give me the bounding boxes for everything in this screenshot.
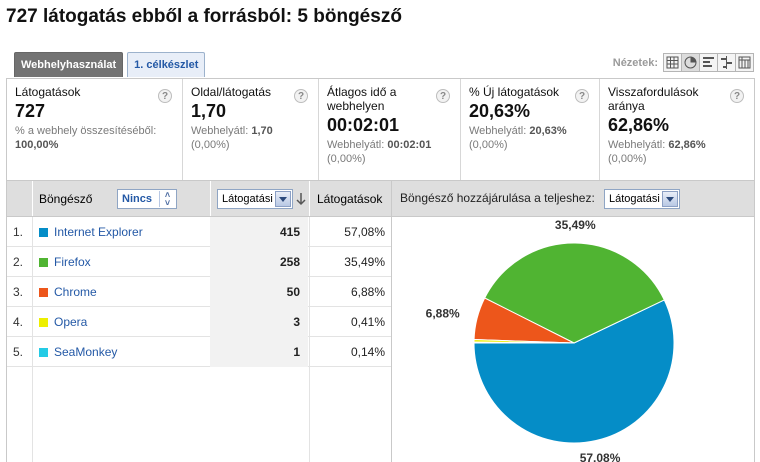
scorecard-visits: Látogatások 727 % a webhely összesítéséb… <box>7 79 183 180</box>
chevron-down-icon <box>662 191 678 207</box>
visits-percent: 0,14% <box>350 345 385 359</box>
pie-label-internet-explorer: 57,08% <box>580 451 621 462</box>
chart-title: Böngésző hozzájárulása a teljeshez: <box>400 191 595 205</box>
scorecard-label: % Új látogatások <box>469 85 560 99</box>
help-icon[interactable]: ? <box>575 89 589 103</box>
pie-view-icon[interactable] <box>681 53 700 72</box>
help-icon[interactable]: ? <box>730 89 744 103</box>
browser-table: Böngésző Nincs ˄ ˅ Látogatási Látogatások… <box>6 181 392 462</box>
visits-percent: 35,49% <box>344 255 385 269</box>
scorecard-value: 727 <box>15 101 46 121</box>
column-header-visits[interactable]: Látogatások <box>317 192 383 206</box>
scorecard-value: 62,86% <box>608 115 670 135</box>
scorecard-label: Látogatások <box>15 85 81 99</box>
segment-select[interactable]: Nincs ˄ ˅ <box>117 189 177 209</box>
visits-percent: 57,08% <box>344 225 385 239</box>
metric-select[interactable]: Látogatási <box>217 189 293 209</box>
visits-value: 258 <box>210 247 308 277</box>
series-color-swatch <box>39 288 48 297</box>
sort-descending-icon[interactable] <box>295 192 307 206</box>
series-color-swatch <box>39 258 48 267</box>
row-index: 4. <box>13 315 24 329</box>
performance-view-icon[interactable] <box>699 53 718 72</box>
pie-slice-seamonkey[interactable] <box>473 341 575 344</box>
scorecard-pages-per-visit: Oldal/látogatás 1,70 Webhelyátl: 1,70 (0,… <box>183 79 319 180</box>
scorecard-sub: Webhelyátl: 20,63% (0,00%) <box>469 125 567 151</box>
pie-chart: 57,08% 35,49% 6,88% <box>392 217 755 462</box>
pie-slice-firefox[interactable] <box>484 242 665 344</box>
browser-name-link[interactable]: Internet Explorer <box>54 225 143 239</box>
row-index: 3. <box>13 285 24 299</box>
pivot-view-icon[interactable] <box>735 53 754 72</box>
pie-slice-internet-explorer[interactable] <box>473 299 675 444</box>
report-tabs: Webhelyhasználat 1. célkészlet <box>14 52 209 78</box>
scorecard-label: Átlagos idő a webhelyen <box>327 85 397 113</box>
scorecard-label: Oldal/látogatás <box>191 85 272 99</box>
scorecard-bounce-rate: Visszafordulások aránya 62,86% Webhelyát… <box>600 79 754 180</box>
help-icon[interactable]: ? <box>294 89 308 103</box>
pie-label-chrome: 6,88% <box>426 307 460 321</box>
page-title: 727 látogatás ebből a forrásból: 5 böngé… <box>6 6 402 27</box>
table-row: 5. SeaMonkey 1 0,14% <box>7 337 391 367</box>
scorecard-label: Visszafordulások aránya <box>608 85 699 113</box>
tab-goal-set-1[interactable]: 1. célkészlet <box>127 52 206 77</box>
pie-label-firefox: 35,49% <box>555 218 596 232</box>
scorecard-sub: % a webhely összesítéséből: 100,00% <box>15 125 157 151</box>
table-row: 3. Chrome 50 6,88% <box>7 277 391 307</box>
table-row: 4. Opera 3 0,41% <box>7 307 391 337</box>
scorecard-value: 00:02:01 <box>327 115 400 135</box>
table-row: 2. Firefox 258 35,49% <box>7 247 391 277</box>
help-icon[interactable]: ? <box>158 89 172 103</box>
column-header-browser[interactable]: Böngésző <box>39 192 93 206</box>
chart-metric-select[interactable]: Látogatási <box>604 189 680 209</box>
visits-value: 1 <box>210 337 308 367</box>
dropdown-arrows-icon: ˄ ˅ <box>159 191 175 208</box>
table-view-icon[interactable] <box>663 53 682 72</box>
scorecard-value: 20,63% <box>469 101 531 121</box>
scorecard-avg-time: Átlagos idő a webhelyen 00:02:01 Webhely… <box>319 79 461 180</box>
row-index: 1. <box>13 225 24 239</box>
row-index: 2. <box>13 255 24 269</box>
scorecard-sub: Webhelyátl: 00:02:01 (0,00%) <box>327 139 432 165</box>
views-label: Nézetek: <box>612 56 658 69</box>
pie-chart-svg: 57,08% 35,49% 6,88% <box>426 218 675 462</box>
table-header: Böngésző Nincs ˄ ˅ Látogatási Látogatások <box>7 181 391 217</box>
scorecard-row: Látogatások 727 % a webhely összesítéséb… <box>6 78 755 181</box>
help-icon[interactable]: ? <box>436 89 450 103</box>
browser-name-link[interactable]: Opera <box>54 315 88 329</box>
scorecard-new-visits: % Új látogatások 20,63% Webhelyátl: 20,6… <box>461 79 600 180</box>
table-row: 1. Internet Explorer 415 57,08% <box>7 217 391 247</box>
series-color-swatch <box>39 228 48 237</box>
comparison-view-icon[interactable] <box>717 53 736 72</box>
browser-name-link[interactable]: Chrome <box>54 285 97 299</box>
browser-name-link[interactable]: SeaMonkey <box>54 345 118 359</box>
visits-value: 50 <box>210 277 308 307</box>
chart-header: Böngésző hozzájárulása a teljeshez: Láto… <box>392 181 755 217</box>
visits-percent: 0,41% <box>350 315 385 329</box>
visits-percent: 6,88% <box>350 285 385 299</box>
chevron-down-icon <box>275 191 291 207</box>
row-index: 5. <box>13 345 24 359</box>
visits-value: 415 <box>210 217 308 247</box>
scorecard-sub: Webhelyátl: 1,70 (0,00%) <box>191 125 273 151</box>
tab-site-usage[interactable]: Webhelyhasználat <box>14 52 124 77</box>
series-color-swatch <box>39 318 48 327</box>
browser-name-link[interactable]: Firefox <box>54 255 91 269</box>
view-switcher: Nézetek: <box>613 53 754 72</box>
scorecard-sub: Webhelyátl: 62,86% (0,00%) <box>608 139 706 165</box>
visits-value: 3 <box>210 307 308 337</box>
table-body: 1. Internet Explorer 415 57,08% 2. Firefox 258… <box>7 217 391 367</box>
series-color-swatch <box>39 348 48 357</box>
scorecard-value: 1,70 <box>191 101 227 121</box>
